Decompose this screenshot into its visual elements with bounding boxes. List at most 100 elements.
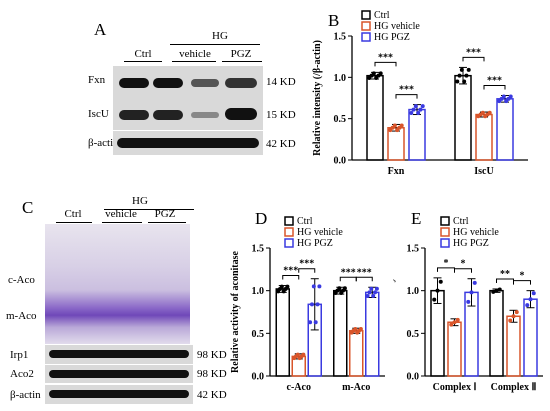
panel-c-row-label: Aco2 bbox=[10, 368, 34, 380]
legend-swatch bbox=[361, 10, 371, 20]
bar bbox=[333, 289, 348, 377]
panel-c-vehicle-line bbox=[102, 222, 142, 223]
bar bbox=[349, 330, 364, 377]
legend-label: HG vehicle bbox=[453, 227, 499, 238]
significance-bracket bbox=[395, 94, 418, 99]
significance-label: *** bbox=[378, 52, 393, 63]
data-point bbox=[438, 279, 443, 284]
significance-label: *** bbox=[357, 267, 372, 278]
legend-label: HG vehicle bbox=[297, 227, 343, 238]
panel-a-letter: A bbox=[94, 20, 107, 39]
panel-c-kd: 98 KD bbox=[197, 368, 227, 380]
data-point bbox=[525, 303, 530, 308]
panel-a-kd: 42 KD bbox=[266, 138, 296, 150]
y-tick-label: 1.0 bbox=[407, 286, 420, 297]
panel-a-lane-ctrl: Ctrl bbox=[134, 48, 152, 60]
data-point bbox=[418, 107, 423, 112]
chart-b: B 0.0 0.5 1.0 1.5 Relative intensity (/β-acti… bbox=[312, 10, 528, 177]
significance-bracket bbox=[298, 268, 316, 273]
y-axis-label: Relative activity of aconitase bbox=[230, 250, 241, 372]
legend-label: HG PGZ bbox=[297, 238, 333, 249]
legend-swatch bbox=[284, 216, 294, 226]
significance-label: *** bbox=[341, 267, 356, 278]
data-point bbox=[497, 287, 502, 292]
data-point bbox=[528, 297, 533, 302]
data-point bbox=[358, 326, 363, 331]
legend-swatch bbox=[284, 238, 294, 248]
data-point bbox=[494, 288, 499, 293]
panel-a-row-label: Fxn bbox=[88, 74, 106, 86]
gel-label-m-aco: m-Aco bbox=[6, 310, 37, 322]
panel-a-blot-iscu bbox=[113, 100, 263, 130]
legend-swatch bbox=[284, 227, 294, 237]
panel-letter: B bbox=[328, 11, 339, 30]
data-point bbox=[472, 280, 477, 285]
data-point bbox=[378, 71, 383, 76]
significance-bracket bbox=[282, 275, 300, 280]
data-point bbox=[413, 104, 418, 109]
data-point bbox=[462, 79, 467, 84]
legend-label: HG PGZ bbox=[453, 238, 489, 249]
y-tick-label: 0.0 bbox=[334, 156, 347, 167]
data-point bbox=[315, 302, 320, 307]
data-point bbox=[367, 290, 372, 295]
x-tick-label: Complex Ⅰ bbox=[433, 382, 477, 393]
bar bbox=[447, 321, 462, 377]
significance-bracket bbox=[513, 280, 531, 285]
data-point bbox=[342, 286, 347, 291]
aconitase-gel bbox=[45, 224, 190, 344]
data-point bbox=[369, 286, 374, 291]
bar bbox=[523, 298, 538, 377]
panel-a-lane-vehicle: vehicle bbox=[179, 48, 211, 60]
panel-a-hg-label: HG bbox=[212, 30, 228, 42]
legend-swatch bbox=[440, 216, 450, 226]
x-tick-label: Complex Ⅱ bbox=[491, 382, 537, 393]
legend-swatch bbox=[440, 238, 450, 248]
significance-label: *** bbox=[299, 259, 314, 270]
panel-c-kd: 98 KD bbox=[197, 349, 227, 361]
panel-a-kd: 14 KD bbox=[266, 76, 296, 88]
data-point bbox=[466, 67, 471, 72]
data-point bbox=[449, 322, 454, 327]
y-tick-label: 0.5 bbox=[334, 114, 347, 125]
data-point bbox=[480, 110, 485, 115]
data-point bbox=[455, 317, 460, 322]
x-tick-label: Fxn bbox=[388, 166, 405, 177]
data-point bbox=[432, 297, 437, 302]
legend-label: HG PGZ bbox=[374, 32, 410, 43]
y-tick-label: 0.5 bbox=[252, 329, 265, 340]
panel-a-row-label: β-actin bbox=[88, 137, 119, 149]
bar bbox=[454, 74, 472, 161]
data-point bbox=[511, 314, 516, 319]
panel-letter: D bbox=[255, 209, 267, 228]
data-point bbox=[374, 286, 379, 291]
y-tick-label: 1.5 bbox=[334, 32, 347, 43]
data-point bbox=[371, 71, 376, 76]
panel-c-hg-label: HG bbox=[132, 195, 148, 207]
panel-a-blot-actin bbox=[113, 131, 263, 155]
panel-c-lane-pgz: PGZ bbox=[154, 208, 176, 220]
data-point bbox=[501, 94, 506, 99]
legend-swatch bbox=[361, 32, 371, 42]
data-point bbox=[487, 110, 492, 115]
data-point bbox=[491, 289, 496, 294]
significance-label: * bbox=[461, 259, 466, 270]
significance-bracket bbox=[374, 61, 397, 67]
data-point bbox=[301, 352, 306, 357]
data-point bbox=[353, 326, 358, 331]
data-point bbox=[365, 293, 370, 298]
panel-c-blot-irp1 bbox=[45, 345, 193, 364]
panel-a-vehicle-line bbox=[172, 61, 216, 62]
y-tick-label: 1.5 bbox=[252, 244, 265, 255]
legend-swatch bbox=[440, 227, 450, 237]
x-tick-label: m-Aco bbox=[342, 382, 370, 393]
panel-a-kd: 15 KD bbox=[266, 109, 296, 121]
y-tick-label: 1.0 bbox=[252, 286, 265, 297]
significance-label: ** bbox=[500, 269, 510, 280]
panel-c-letter: C bbox=[22, 198, 34, 217]
y-tick-label: 1.0 bbox=[334, 73, 347, 84]
data-point bbox=[469, 290, 474, 295]
significance-label: *** bbox=[487, 76, 502, 87]
panel-c-hg-line bbox=[104, 209, 194, 210]
y-axis-label: Relative intensity (/β-actin) bbox=[312, 40, 323, 156]
